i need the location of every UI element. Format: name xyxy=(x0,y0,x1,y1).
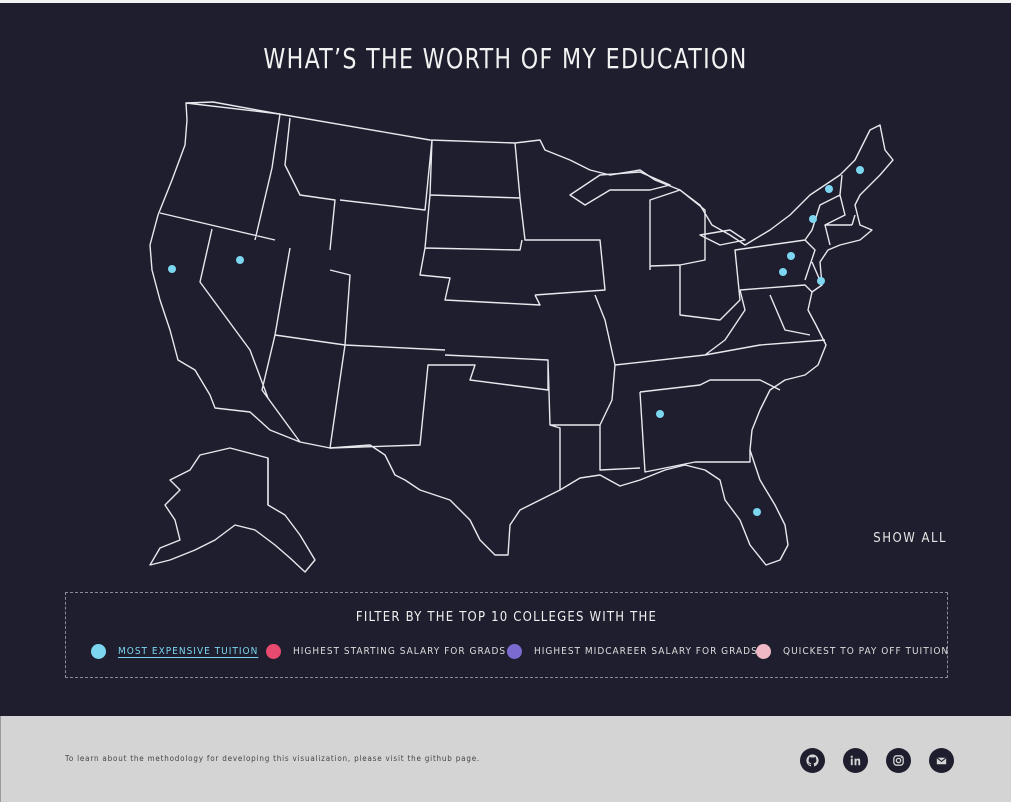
red-dot-icon xyxy=(266,643,281,659)
filter-most-expensive-tuition[interactable]: MOST EXPENSIVE TUITION xyxy=(91,642,258,660)
filter-label: HIGHEST STARTING SALARY FOR GRADS xyxy=(293,645,507,657)
filter-label: MOST EXPENSIVE TUITION xyxy=(118,645,259,657)
college-marker xyxy=(168,265,176,273)
college-marker xyxy=(753,508,761,516)
college-markers xyxy=(168,166,864,516)
alaska-outline xyxy=(149,447,316,573)
college-marker xyxy=(817,277,825,285)
email-icon[interactable] xyxy=(929,748,954,773)
filter-heading: FILTER BY THE TOP 10 COLLEGES WITH THE xyxy=(355,610,658,625)
filter-label: QUICKEST TO PAY OFF TUITION xyxy=(783,645,950,657)
college-marker xyxy=(809,215,817,223)
filter-highest-starting-salary[interactable]: HIGHEST STARTING SALARY FOR GRADS xyxy=(266,642,506,660)
filter-label: HIGHEST MIDCAREER SALARY FOR GRADS xyxy=(534,645,758,657)
top-border xyxy=(0,0,1011,3)
main-panel: WHAT’S THE WORTH OF MY EDUCATION xyxy=(0,0,1011,716)
college-marker xyxy=(779,268,787,276)
purple-dot-icon xyxy=(507,643,522,659)
footer: To learn about the methodology for devel… xyxy=(0,716,1011,802)
filter-highest-midcareer-salary[interactable]: HIGHEST MIDCAREER SALARY FOR GRADS xyxy=(507,642,758,660)
page-title: WHAT’S THE WORTH OF MY EDUCATION xyxy=(263,42,748,75)
college-marker xyxy=(236,256,244,264)
pink-dot-icon xyxy=(756,643,771,659)
show-all-button[interactable]: SHOW ALL xyxy=(873,531,947,546)
college-marker xyxy=(656,410,664,418)
linkedin-icon[interactable] xyxy=(843,748,868,773)
methodology-note: To learn about the methodology for devel… xyxy=(65,754,481,763)
college-marker xyxy=(787,252,795,260)
cyan-dot-icon xyxy=(91,643,106,659)
college-marker xyxy=(825,185,833,193)
college-marker xyxy=(856,166,864,174)
instagram-icon[interactable] xyxy=(886,748,911,773)
filter-quickest-payoff[interactable]: QUICKEST TO PAY OFF TUITION xyxy=(756,642,949,660)
github-icon[interactable] xyxy=(800,748,825,773)
us-map xyxy=(149,101,894,573)
us-outline xyxy=(149,101,894,566)
filter-panel: FILTER BY THE TOP 10 COLLEGES WITH THE M… xyxy=(65,592,948,678)
